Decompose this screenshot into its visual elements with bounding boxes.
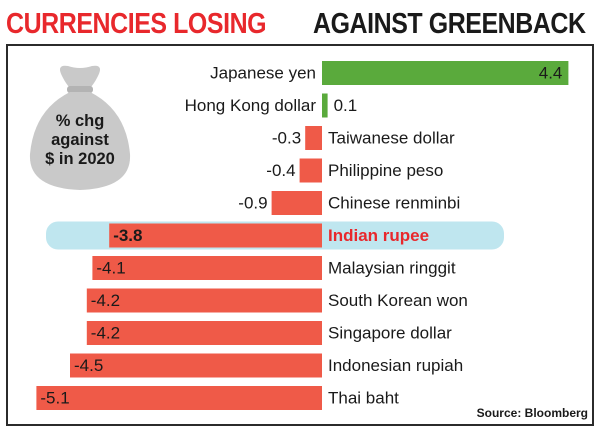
bar <box>322 93 328 118</box>
value-label: -4.2 <box>91 291 120 310</box>
value-label: -5.1 <box>40 389 69 408</box>
source-note: Source: Bloomberg <box>476 406 588 420</box>
category-label: Indian rupee <box>328 226 429 245</box>
bar <box>299 158 322 183</box>
title-black-part: AGAINST GREENBACK <box>312 8 586 40</box>
category-label: Japanese yen <box>210 64 316 83</box>
value-label: -3.8 <box>113 226 142 245</box>
value-label: -0.3 <box>272 129 301 148</box>
bar <box>109 223 322 248</box>
category-label: Hong Kong dollar <box>185 96 317 115</box>
bar <box>271 191 322 215</box>
value-label: 4.4 <box>539 64 563 83</box>
bar <box>70 353 322 378</box>
category-label: South Korean won <box>328 291 468 310</box>
category-label: Philippine peso <box>328 161 443 180</box>
bag-caption: % chg against $ in 2020 <box>30 112 130 169</box>
bar <box>86 321 322 345</box>
bag-caption-line3: $ in 2020 <box>45 150 115 168</box>
value-label: -4.5 <box>74 356 103 375</box>
category-label: Indonesian rupiah <box>328 356 463 375</box>
title-red-part: CURRENCIES LOSING <box>6 8 267 40</box>
category-label: Thai baht <box>328 389 399 408</box>
value-label: -0.4 <box>266 161 295 180</box>
category-label: Taiwanese dollar <box>328 129 455 148</box>
chart-title: CURRENCIES LOSING AGAINST GREENBACK <box>6 6 594 42</box>
category-label: Chinese renminbi <box>328 194 460 213</box>
category-label: Malaysian ringgit <box>328 259 456 278</box>
bar <box>92 256 323 280</box>
chart-frame: % chg against $ in 2020 <box>6 44 594 426</box>
category-label: Singapore dollar <box>328 324 452 343</box>
bag-caption-line2: against <box>51 131 109 149</box>
bar <box>36 386 323 410</box>
bar <box>86 288 322 313</box>
value-label: 0.1 <box>334 96 358 115</box>
bar <box>305 126 322 150</box>
value-label: -0.9 <box>238 194 267 213</box>
value-label: -4.1 <box>96 259 125 278</box>
bag-caption-line1: % chg <box>55 112 105 130</box>
value-label: -4.2 <box>91 324 120 343</box>
bar <box>322 61 569 85</box>
money-bag-icon: % chg against $ in 2020 <box>20 58 140 194</box>
